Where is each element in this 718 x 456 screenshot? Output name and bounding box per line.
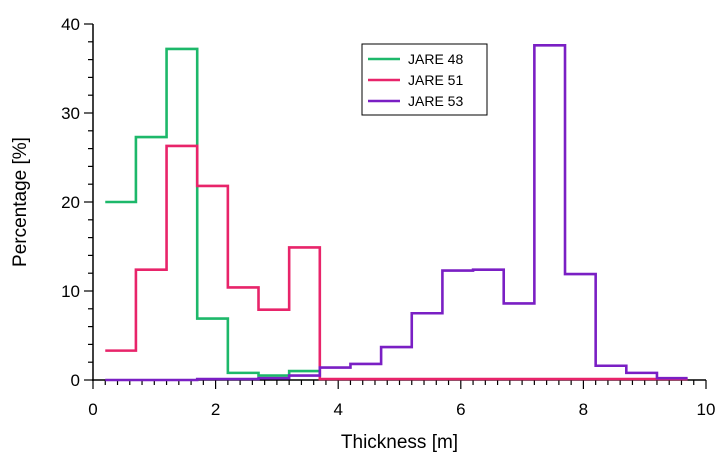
x-tick-label: 10 [697,400,716,419]
series-layer [105,44,688,382]
x-tick-label: 0 [88,400,97,419]
y-axis-label: Percentage [%] [10,137,31,267]
y-tick-label: 20 [61,193,80,212]
x-tick-label: 2 [211,400,220,419]
legend-label-jare-51: JARE 51 [408,72,463,88]
series-line-jare-51 [105,144,688,381]
series-line-jare-48 [105,47,320,377]
legend-label-jare-48: JARE 48 [408,51,463,67]
y-tick-label: 0 [71,371,80,390]
x-tick-label: 4 [333,400,342,419]
y-tick-label: 30 [61,104,80,123]
series-line-jare-53 [105,44,688,382]
legend: JARE 48 JARE 51 JARE 53 [361,43,488,116]
x-tick-label: 6 [456,400,465,419]
x-axis-label: Thickness [m] [341,432,458,453]
y-tick-label: 40 [61,15,80,34]
legend-label-jare-53: JARE 53 [408,93,463,109]
y-tick-label: 10 [61,282,80,301]
x-tick-label: 8 [579,400,588,419]
